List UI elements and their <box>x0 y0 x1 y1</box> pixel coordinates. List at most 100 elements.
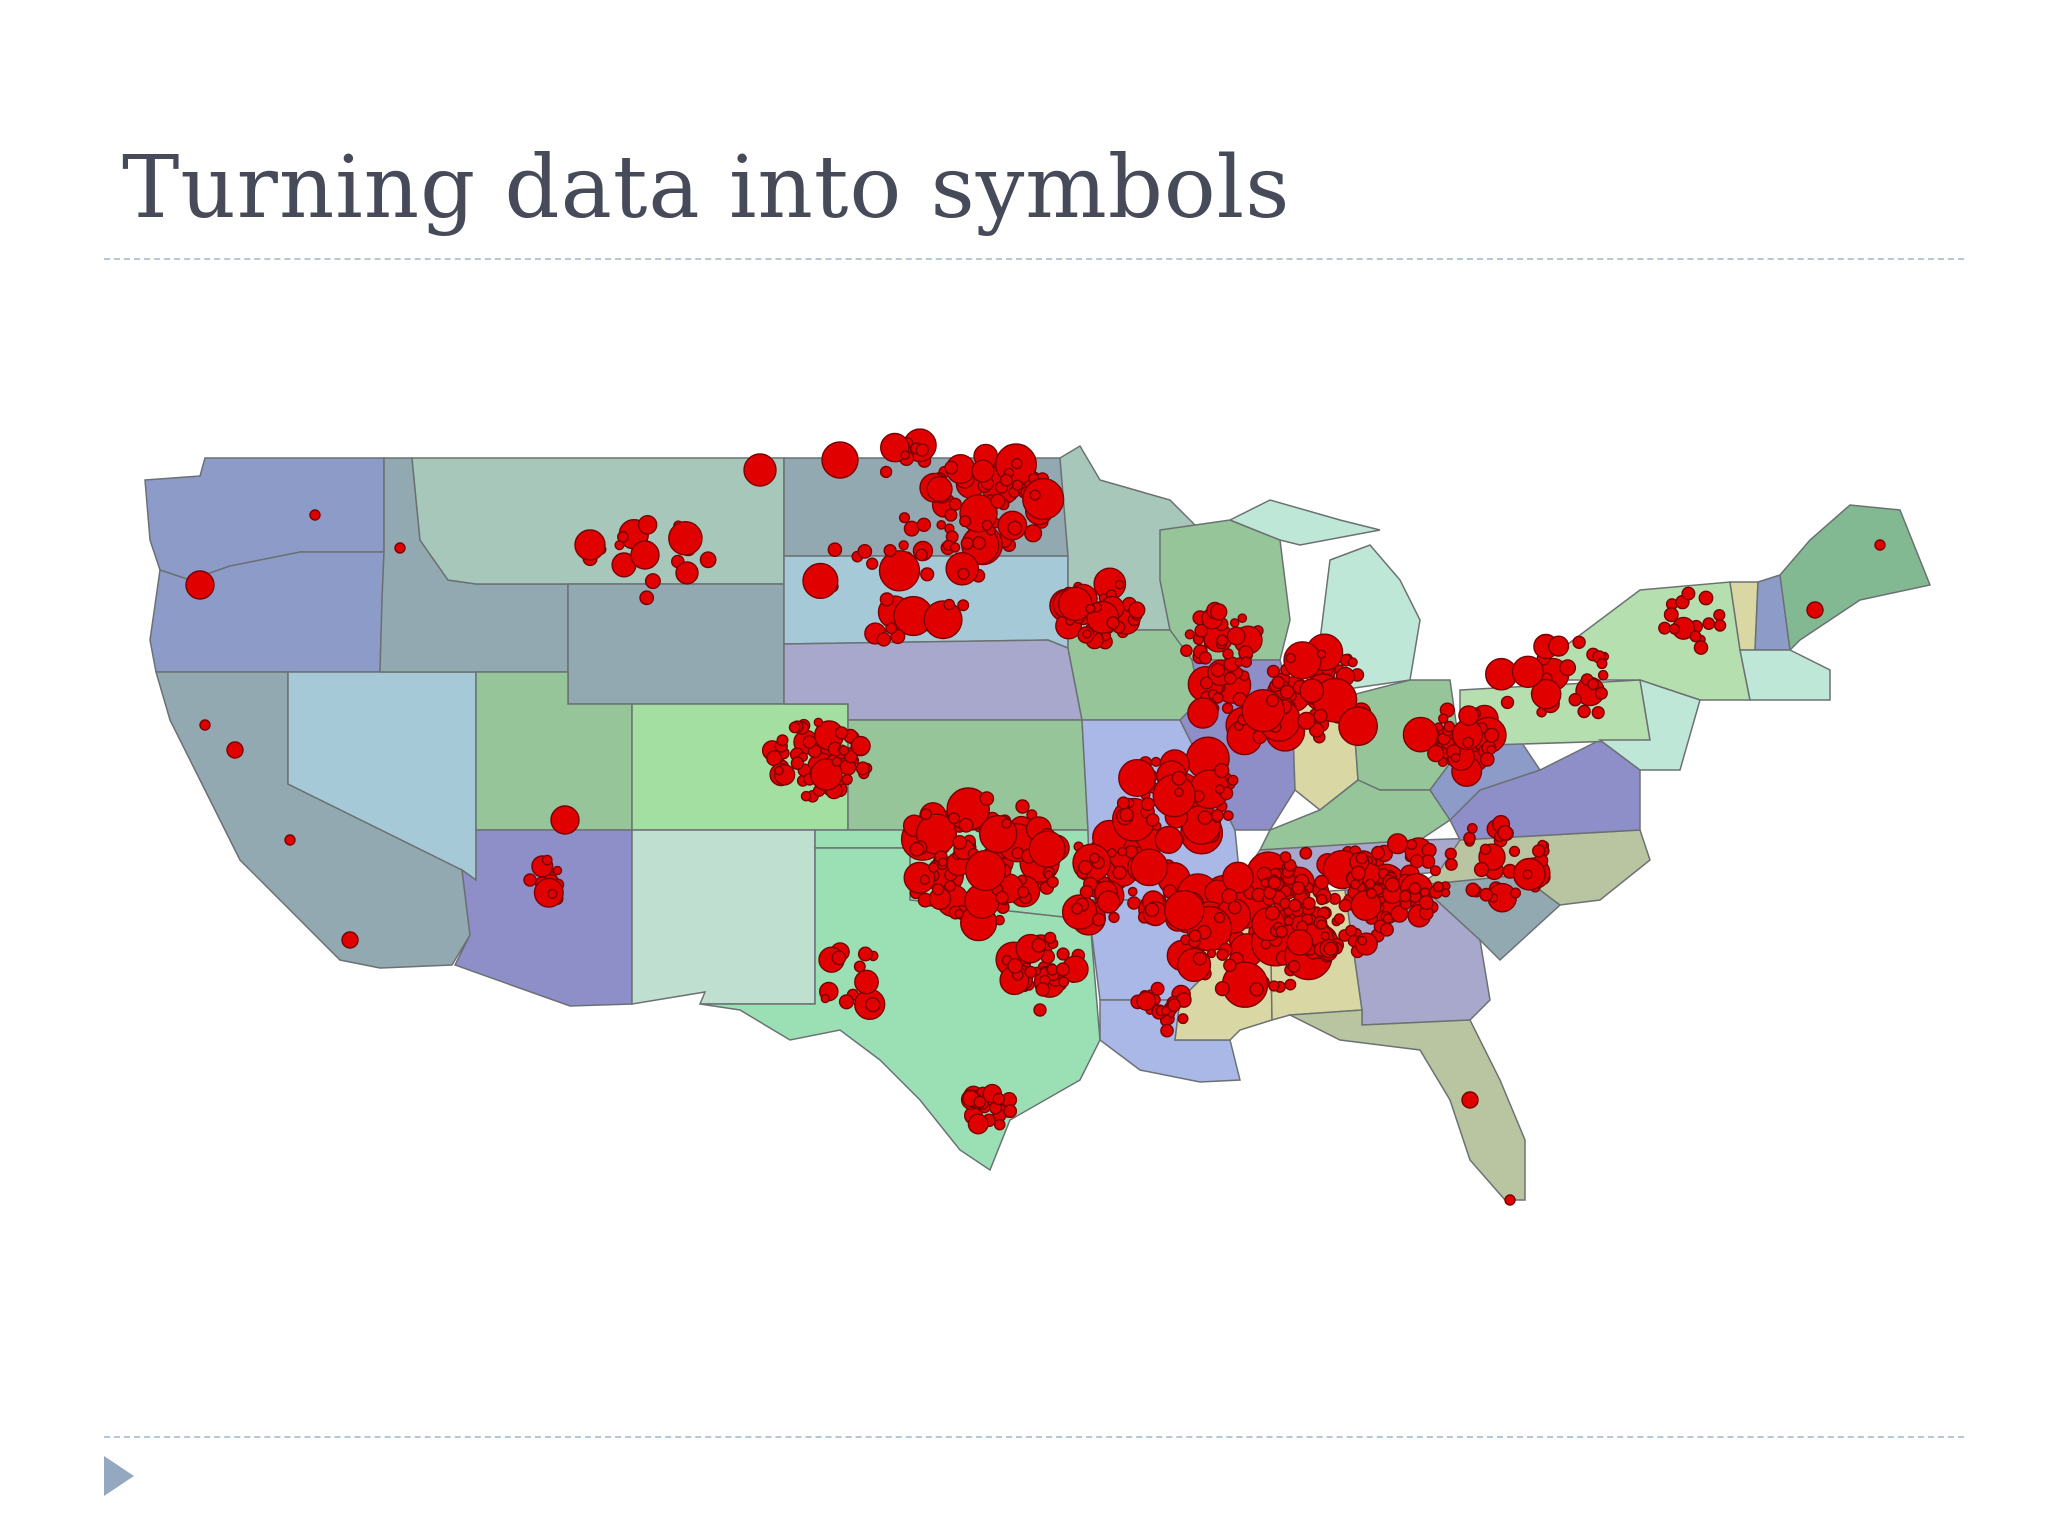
map-symbol <box>1003 1104 1018 1119</box>
map-symbol <box>1406 839 1418 851</box>
map-symbol <box>1223 958 1237 973</box>
map-symbol <box>879 592 895 607</box>
map-symbol <box>1522 869 1533 880</box>
map-symbol <box>915 443 930 457</box>
map-symbol <box>1249 982 1264 997</box>
map-symbol <box>1668 623 1681 635</box>
map-symbol <box>743 453 777 487</box>
map-symbol <box>1689 630 1702 643</box>
map-symbol <box>1291 881 1306 895</box>
map-symbol <box>776 734 789 747</box>
map-symbol <box>1285 652 1297 664</box>
map-symbol <box>199 719 211 731</box>
map-symbol <box>920 808 933 821</box>
map-symbol <box>1577 704 1591 719</box>
map-symbol <box>1432 881 1444 893</box>
map-symbol <box>1212 692 1224 704</box>
map-symbol <box>1473 861 1490 878</box>
map-symbol <box>964 849 1007 892</box>
map-symbol <box>948 497 962 511</box>
map-symbol <box>547 888 558 900</box>
map-symbol <box>876 632 892 647</box>
map-symbol <box>1427 744 1445 763</box>
map-symbol <box>1206 948 1217 959</box>
map-symbol <box>1365 888 1377 900</box>
map-symbol <box>831 950 847 966</box>
state-mid-atlantic <box>1597 678 1701 771</box>
map-symbol <box>1559 659 1577 677</box>
map-symbol <box>1114 579 1125 590</box>
map-symbol <box>900 450 910 460</box>
map-symbol <box>226 741 244 759</box>
map-symbol <box>1082 629 1092 639</box>
map-symbol <box>1154 825 1183 854</box>
map-symbol <box>967 1113 989 1135</box>
state-montana <box>411 457 785 585</box>
map-symbol <box>1187 697 1219 729</box>
map-symbol <box>1462 736 1475 749</box>
map-symbol <box>971 459 995 483</box>
map-symbol <box>898 512 911 524</box>
nav-arrow-icon[interactable] <box>104 1456 134 1496</box>
map-symbol <box>1136 991 1157 1011</box>
map-symbol <box>1011 479 1024 491</box>
map-symbol <box>1096 890 1121 914</box>
map-symbol <box>1338 706 1379 747</box>
map-symbol <box>1347 657 1358 668</box>
map-symbol <box>1591 705 1605 720</box>
map-symbol <box>810 758 843 791</box>
map-symbol <box>915 548 928 562</box>
map-symbol <box>1531 844 1546 858</box>
map-symbol <box>774 765 784 776</box>
map-symbol <box>972 536 986 550</box>
state-new-england <box>1739 649 1831 701</box>
map-symbol <box>1089 852 1100 864</box>
map-symbol <box>1194 623 1209 638</box>
map-symbol <box>1465 882 1481 898</box>
map-symbol <box>993 1118 1006 1131</box>
map-symbol <box>1046 875 1059 889</box>
map-symbol <box>1283 916 1294 926</box>
map-symbol <box>952 835 968 850</box>
map-symbol <box>820 993 830 1004</box>
map-symbol <box>813 717 824 728</box>
state-florida <box>1287 1009 1526 1201</box>
map-symbol <box>1479 887 1494 902</box>
map-symbol <box>920 567 935 582</box>
map-symbol <box>1338 898 1353 913</box>
map-symbol <box>1479 752 1495 767</box>
map-symbol <box>1681 586 1696 601</box>
map-symbol <box>1056 947 1070 961</box>
map-symbol <box>1444 847 1457 860</box>
state-wyoming <box>567 583 785 705</box>
map-symbol <box>1479 843 1492 855</box>
map-symbol <box>931 883 945 896</box>
map-symbol <box>1658 621 1672 635</box>
map-symbol <box>1483 727 1500 743</box>
footer-divider <box>104 1436 1964 1438</box>
map-symbol <box>1164 890 1205 931</box>
map-symbol <box>916 517 932 532</box>
map-symbol <box>639 590 655 606</box>
map-symbol <box>885 622 898 635</box>
map-symbol <box>1214 784 1225 795</box>
map-symbol <box>341 931 359 949</box>
map-symbol <box>1028 830 1066 868</box>
map-symbol <box>1119 807 1134 823</box>
map-symbol <box>1140 797 1155 812</box>
map-symbol <box>1118 759 1157 798</box>
map-symbol <box>878 550 921 592</box>
map-symbol <box>959 515 972 528</box>
map-symbol <box>1108 911 1120 924</box>
map-symbol <box>1035 982 1050 997</box>
map-symbol <box>1007 958 1023 974</box>
map-symbol <box>1213 762 1230 779</box>
map-symbol <box>958 817 974 833</box>
map-symbol <box>850 735 871 756</box>
map-symbol <box>1445 858 1458 871</box>
map-symbol <box>1176 947 1212 983</box>
map-symbol <box>957 599 970 612</box>
map-symbol <box>1031 937 1047 953</box>
map-symbol <box>1127 896 1141 910</box>
